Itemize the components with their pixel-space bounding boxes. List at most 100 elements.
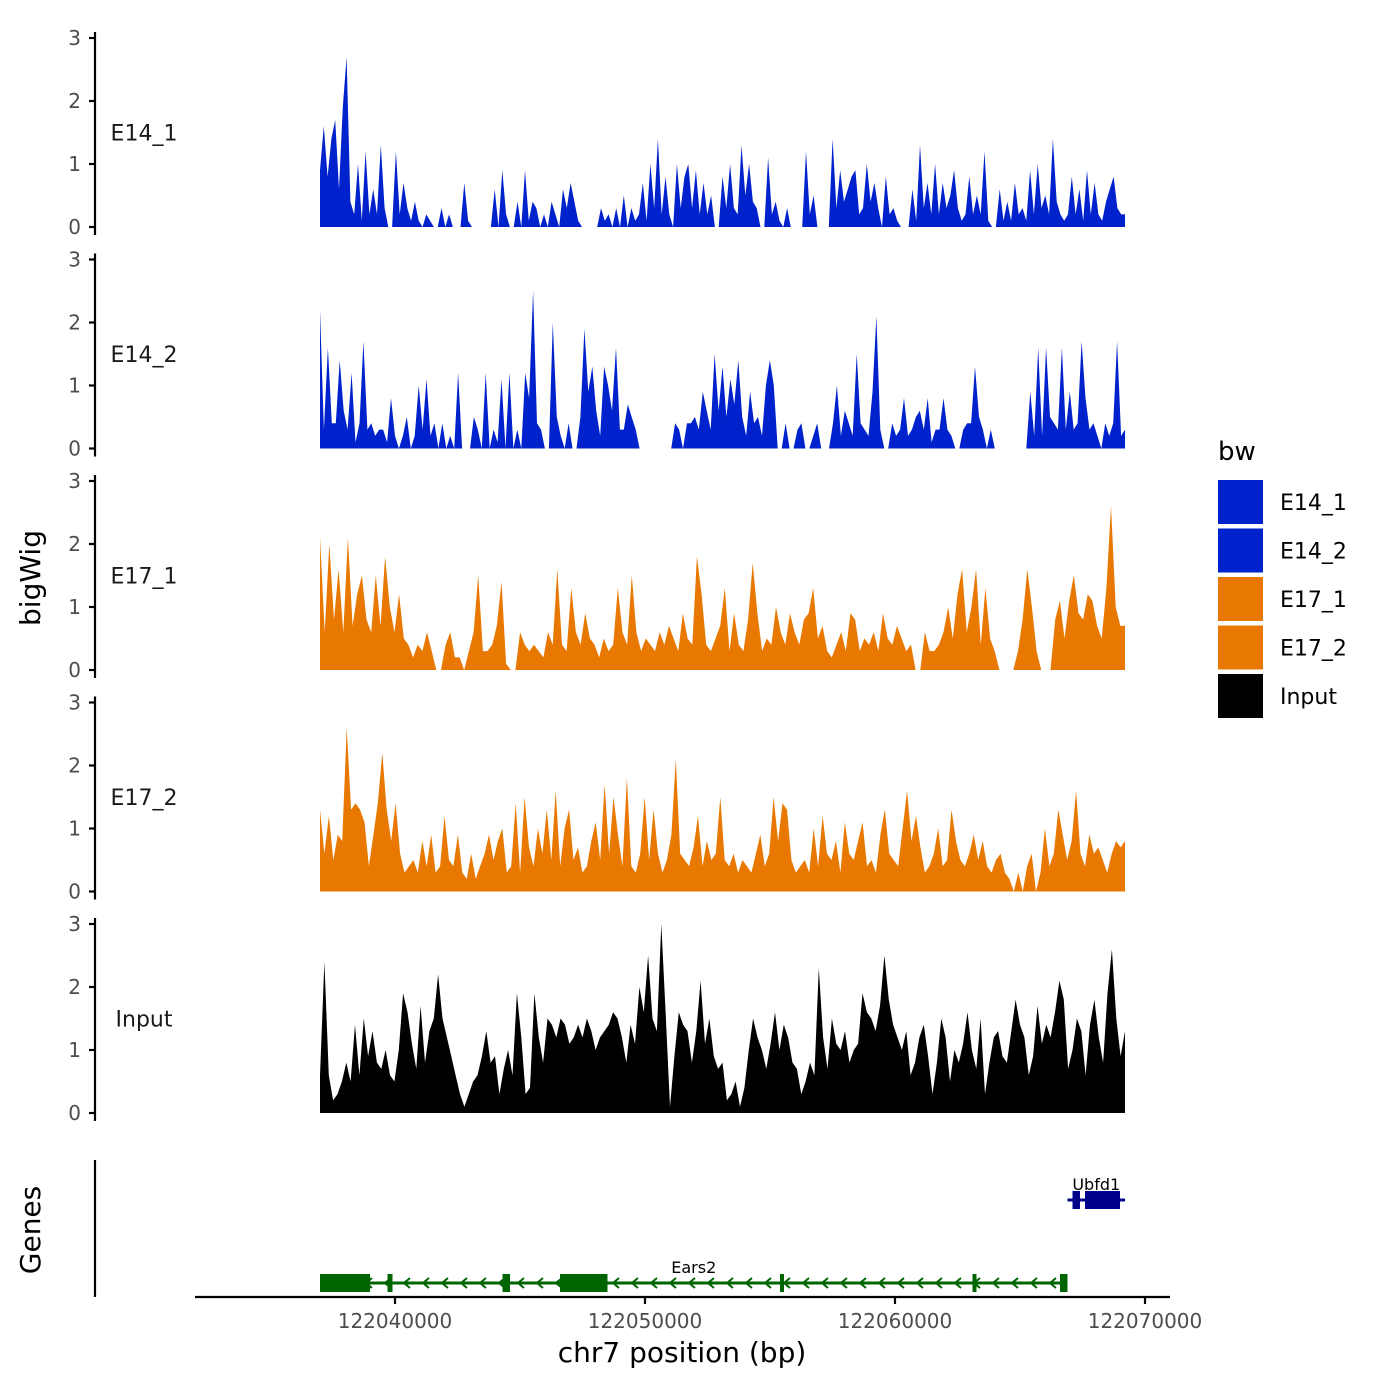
legend-swatch [1218, 674, 1263, 718]
y-tick-label: 1 [68, 595, 81, 619]
strand-arrow [953, 1277, 962, 1289]
coverage-area-E17_2 [320, 727, 1125, 892]
legend-swatch [1218, 528, 1263, 573]
coverage-area-E14_2 [320, 291, 1125, 449]
coverage-area-E14_1 [320, 56, 1125, 228]
legend-label: Input [1280, 685, 1337, 710]
strand-arrow [725, 1277, 734, 1289]
y-tick-label: 2 [68, 311, 81, 335]
exon [502, 1274, 510, 1292]
legend: bw E14_1 E14_2 E17_1 E17_2 Input [1218, 437, 1347, 718]
strand-arrow [763, 1277, 772, 1289]
x-tick-label: 122060000 [838, 1309, 953, 1333]
strand-arrow [1029, 1277, 1038, 1289]
track-Input: 0 1 2 3 Input [68, 912, 1125, 1125]
y-tick-label: 2 [68, 532, 81, 556]
y-tick-label: 1 [68, 152, 81, 176]
strand-arrow [402, 1277, 411, 1289]
y-axis-title: bigWig [14, 530, 47, 626]
track-label: E14_1 [111, 122, 178, 147]
y-tick-label: 1 [68, 1038, 81, 1062]
strand-arrow [687, 1277, 696, 1289]
exon [560, 1274, 608, 1292]
strand-arrow [630, 1277, 639, 1289]
gene-Ears2: Ears2 [320, 1258, 1068, 1292]
strand-arrow [934, 1277, 943, 1289]
y-tick-label: 2 [68, 975, 81, 999]
strand-arrow [706, 1277, 715, 1289]
genes-axis-title: Genes [14, 1186, 47, 1274]
y-tick-label: 3 [68, 691, 81, 715]
y-tick-label: 1 [68, 817, 81, 841]
exon [320, 1274, 370, 1292]
gene-name-label: Ubfd1 [1072, 1175, 1120, 1194]
y-tick-label: 3 [68, 248, 81, 272]
strand-arrow [516, 1277, 525, 1289]
strand-arrow [1010, 1277, 1019, 1289]
exon [780, 1274, 784, 1292]
strand-arrow [459, 1277, 468, 1289]
strand-arrow [535, 1277, 544, 1289]
legend-label: E17_2 [1280, 637, 1347, 662]
bigwig-tracks: 0 1 2 3 E14_1 0 1 2 3 E14_2 0 1 2 3 E17_1 0 1 2 3 E17_2 0 1 2 3… [68, 26, 1125, 1125]
track-E17_2: 0 1 2 3 E17_2 [68, 691, 1125, 904]
strand-arrow [668, 1277, 677, 1289]
gene-Ubfd1: Ubfd1 [1067, 1175, 1125, 1209]
y-tick-label: 0 [68, 880, 81, 904]
strand-arrow [801, 1277, 810, 1289]
x-axis: 122040000 122050000 122060000 122070000 [195, 1295, 1203, 1333]
x-axis-title: chr7 position (bp) [558, 1336, 807, 1369]
legend-label: E14_1 [1280, 491, 1347, 516]
coverage-area-E17_1 [320, 506, 1125, 670]
legend-label: E14_2 [1280, 540, 1347, 565]
y-tick-label: 1 [68, 374, 81, 398]
exon [387, 1274, 393, 1292]
gene-name-label: Ears2 [671, 1258, 716, 1277]
strand-arrow [421, 1277, 430, 1289]
strand-arrow [915, 1277, 924, 1289]
y-tick-label: 2 [68, 89, 81, 113]
y-tick-label: 2 [68, 754, 81, 778]
strand-arrow [478, 1277, 487, 1289]
legend-title: bw [1218, 437, 1256, 467]
track-label: E17_2 [111, 786, 178, 811]
strand-arrow [877, 1277, 886, 1289]
track-label: E17_1 [111, 565, 178, 590]
y-tick-label: 0 [68, 215, 81, 239]
strand-arrow [839, 1277, 848, 1289]
strand-arrow [1048, 1277, 1057, 1289]
x-tick-label: 122040000 [338, 1309, 453, 1333]
legend-swatch [1218, 577, 1263, 621]
track-E14_1: 0 1 2 3 E14_1 [68, 26, 1125, 239]
exon [1060, 1274, 1068, 1292]
x-tick-label: 122070000 [1088, 1309, 1203, 1333]
gene-track: Ears2 Ubfd1 [93, 1160, 1125, 1297]
strand-arrow [440, 1277, 449, 1289]
strand-arrow [611, 1277, 620, 1289]
legend-swatch [1218, 480, 1263, 524]
exon [1072, 1191, 1080, 1209]
legend-label: E17_1 [1280, 588, 1347, 613]
exon [972, 1274, 977, 1292]
track-label: E14_2 [111, 343, 178, 368]
y-tick-label: 3 [68, 469, 81, 493]
y-tick-label: 3 [68, 912, 81, 936]
y-tick-label: 3 [68, 26, 81, 50]
strand-arrow [649, 1277, 658, 1289]
legend-swatch [1218, 625, 1263, 670]
coverage-area-Input [320, 924, 1125, 1113]
strand-arrow [991, 1277, 1000, 1289]
y-tick-label: 0 [68, 658, 81, 682]
strand-arrow [896, 1277, 905, 1289]
track-label: Input [116, 1008, 173, 1033]
track-E17_1: 0 1 2 3 E17_1 [68, 469, 1125, 682]
strand-arrow [744, 1277, 753, 1289]
strand-arrow [858, 1277, 867, 1289]
track-E14_2: 0 1 2 3 E14_2 [68, 248, 1125, 461]
x-tick-label: 122050000 [588, 1309, 703, 1333]
y-tick-label: 0 [68, 1101, 81, 1125]
y-tick-label: 0 [68, 437, 81, 461]
strand-arrow [820, 1277, 829, 1289]
exon [1085, 1191, 1120, 1209]
